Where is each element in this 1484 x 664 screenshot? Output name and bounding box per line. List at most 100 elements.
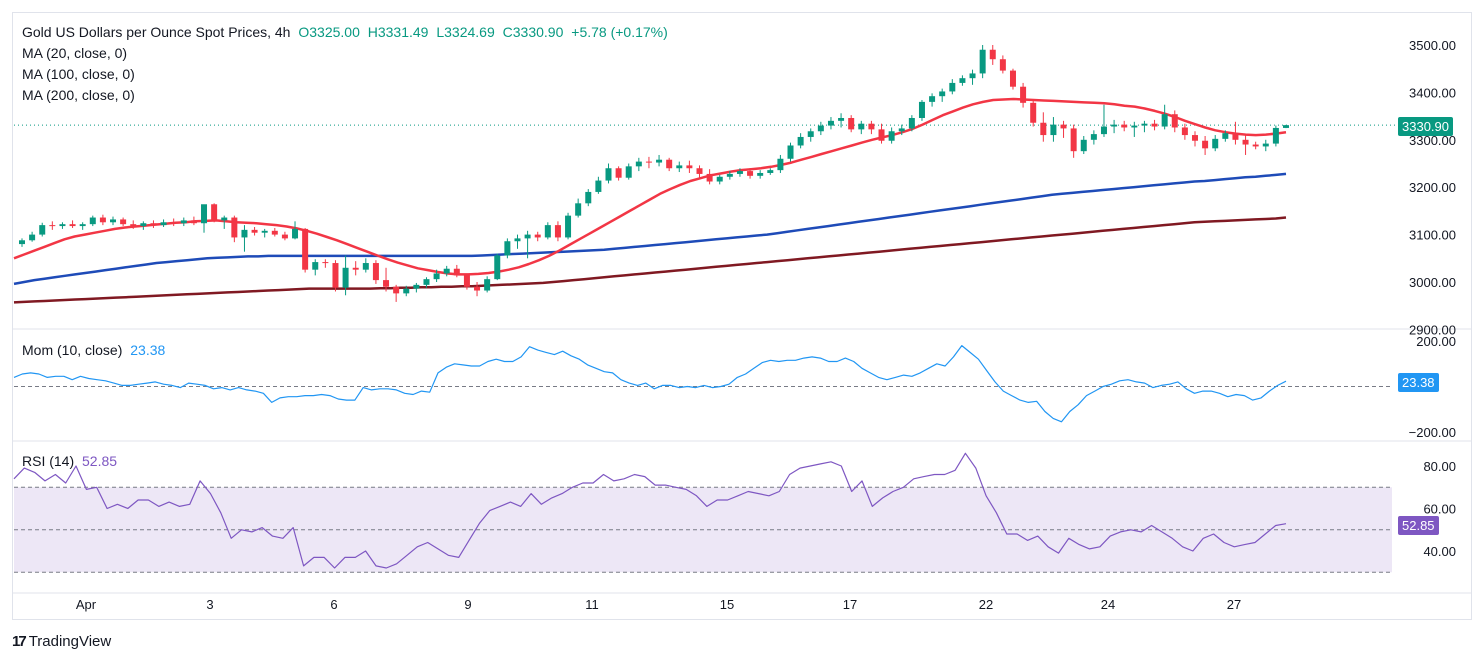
candle [868, 120, 875, 135]
candle-body [615, 168, 622, 178]
candle-body [1252, 144, 1259, 147]
candle-body [281, 234, 288, 239]
candle-body [170, 222, 177, 224]
candle [1262, 139, 1269, 152]
candle-body [1020, 86, 1027, 103]
candle-body [777, 158, 784, 171]
rsi-y-tick-label: 80.00 [1423, 459, 1456, 474]
candle [190, 216, 197, 226]
candle-body [383, 280, 390, 287]
candle-body [979, 49, 986, 74]
candle-body [241, 229, 248, 238]
candle [362, 258, 369, 273]
candle [342, 255, 349, 296]
candle-body [1232, 133, 1239, 140]
ma100-legend[interactable]: MA (100, close, 0) [22, 66, 135, 82]
x-tick-label: 15 [720, 597, 734, 612]
momentum-legend[interactable]: Mom (10, close) 23.38 [22, 342, 169, 358]
candle-body [89, 217, 96, 225]
candle [838, 113, 845, 128]
candle [241, 225, 248, 252]
candle [848, 115, 855, 133]
candle [1191, 131, 1198, 147]
candle [544, 222, 551, 240]
candle-body [433, 273, 440, 280]
candle-body [150, 223, 157, 226]
candle [211, 203, 218, 223]
candle [767, 168, 774, 175]
candle [979, 45, 986, 79]
candle-body [322, 262, 329, 264]
candle [1212, 135, 1219, 152]
candle-body [716, 176, 723, 182]
candle-body [271, 230, 278, 235]
candle-body [19, 240, 25, 245]
candle-body [1141, 123, 1148, 126]
candle-body [302, 228, 309, 270]
candle [686, 160, 693, 173]
tradingview-logo[interactable]: 17 TradingView [12, 633, 111, 650]
momentum-value: 23.38 [130, 342, 166, 358]
candle [747, 168, 754, 179]
candle-body [190, 220, 197, 224]
candle-body [1131, 125, 1138, 128]
ma20-line [13, 97, 1287, 276]
candle-body [110, 219, 117, 223]
candle [352, 261, 359, 276]
candle-body [534, 234, 541, 238]
rsi-legend[interactable]: RSI (14) 52.85 [22, 453, 121, 469]
chart-frame [12, 12, 1472, 620]
candle [605, 163, 612, 184]
candle [706, 169, 713, 185]
brand-name: TradingView [28, 633, 112, 650]
candle-body [726, 173, 733, 177]
candle-body [312, 262, 319, 270]
candle-body [99, 217, 106, 223]
candle [271, 227, 278, 237]
ma20-legend[interactable]: MA (20, close, 0) [22, 45, 128, 61]
candle-body [807, 131, 814, 137]
ma200-legend[interactable]: MA (200, close, 0) [22, 87, 135, 103]
candle-body [989, 49, 996, 60]
candle [201, 204, 208, 233]
symbol-title[interactable]: Gold US Dollars per Ounce Spot Prices, 4… [22, 24, 291, 40]
candle [453, 264, 460, 278]
candle-body [231, 217, 238, 238]
candle [797, 133, 804, 149]
candle-body [656, 159, 663, 163]
candle-body [514, 238, 521, 242]
candle-body [645, 161, 652, 163]
momentum-tag: 23.38 [1398, 373, 1439, 392]
candle [89, 215, 96, 227]
y-tick-label: 3500.00 [1409, 38, 1456, 53]
candle [1121, 120, 1128, 132]
candle [281, 231, 288, 241]
candle-body [211, 204, 218, 221]
candle [565, 212, 572, 240]
rsi-y-tick-label: 60.00 [1423, 502, 1456, 517]
candle [666, 157, 673, 172]
candle [1161, 104, 1168, 130]
candle [757, 170, 764, 179]
candle-body [1040, 122, 1047, 136]
candle [443, 265, 450, 277]
candle [292, 221, 299, 240]
reference-lines [14, 124, 1396, 573]
candle [1080, 136, 1087, 155]
candle-body [372, 263, 379, 281]
rsi-line [13, 452, 1287, 569]
candle [1141, 120, 1148, 133]
candle-body [524, 234, 531, 239]
candle [1070, 124, 1077, 158]
close-value: C3330.90 [502, 24, 564, 40]
rsi-tag: 52.85 [1398, 516, 1439, 535]
candle-body [160, 222, 167, 226]
candle [372, 260, 379, 284]
candle [716, 174, 723, 185]
candle [1100, 104, 1107, 137]
candle [858, 120, 865, 135]
candle [959, 75, 966, 86]
candle [1009, 68, 1016, 90]
candle [140, 221, 147, 230]
